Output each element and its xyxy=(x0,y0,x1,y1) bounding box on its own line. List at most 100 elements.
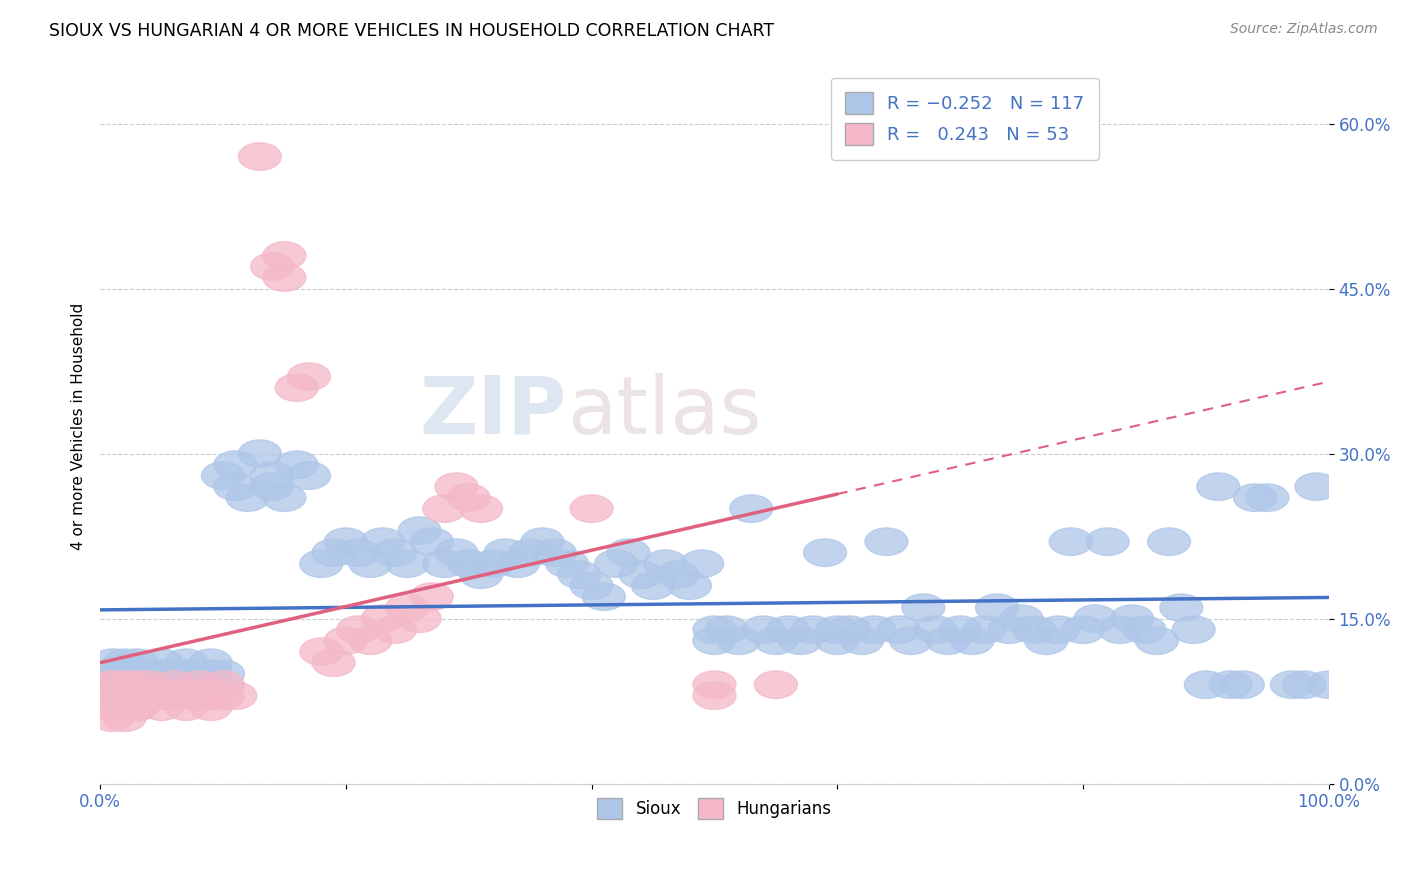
Ellipse shape xyxy=(815,627,859,655)
Ellipse shape xyxy=(755,671,797,698)
Ellipse shape xyxy=(522,528,564,556)
Ellipse shape xyxy=(115,693,159,721)
Ellipse shape xyxy=(177,671,219,698)
Ellipse shape xyxy=(595,549,638,577)
Ellipse shape xyxy=(91,649,134,676)
Ellipse shape xyxy=(1246,483,1289,511)
Ellipse shape xyxy=(336,616,380,643)
Ellipse shape xyxy=(976,594,1018,622)
Ellipse shape xyxy=(901,594,945,622)
Ellipse shape xyxy=(1098,616,1142,643)
Ellipse shape xyxy=(717,627,761,655)
Ellipse shape xyxy=(103,682,146,709)
Ellipse shape xyxy=(201,660,245,688)
Ellipse shape xyxy=(103,693,146,721)
Ellipse shape xyxy=(214,450,257,478)
Ellipse shape xyxy=(103,693,146,721)
Ellipse shape xyxy=(177,671,219,698)
Ellipse shape xyxy=(91,671,134,698)
Ellipse shape xyxy=(325,528,367,556)
Ellipse shape xyxy=(91,671,134,698)
Ellipse shape xyxy=(214,473,257,500)
Ellipse shape xyxy=(706,616,748,643)
Ellipse shape xyxy=(349,627,392,655)
Ellipse shape xyxy=(103,682,146,709)
Ellipse shape xyxy=(190,693,232,721)
Ellipse shape xyxy=(815,616,859,643)
Ellipse shape xyxy=(128,660,170,688)
Ellipse shape xyxy=(1209,671,1251,698)
Ellipse shape xyxy=(91,682,134,709)
Ellipse shape xyxy=(141,682,183,709)
Ellipse shape xyxy=(115,693,159,721)
Ellipse shape xyxy=(509,539,551,566)
Ellipse shape xyxy=(1062,616,1105,643)
Ellipse shape xyxy=(336,539,380,566)
Ellipse shape xyxy=(299,638,343,665)
Ellipse shape xyxy=(558,561,600,589)
Ellipse shape xyxy=(91,693,134,721)
Ellipse shape xyxy=(693,627,735,655)
Ellipse shape xyxy=(263,264,307,292)
Ellipse shape xyxy=(103,660,146,688)
Ellipse shape xyxy=(152,660,195,688)
Ellipse shape xyxy=(730,495,773,523)
Ellipse shape xyxy=(287,363,330,391)
Ellipse shape xyxy=(411,528,453,556)
Ellipse shape xyxy=(152,671,195,698)
Ellipse shape xyxy=(950,627,994,655)
Ellipse shape xyxy=(546,549,589,577)
Ellipse shape xyxy=(1038,616,1080,643)
Ellipse shape xyxy=(276,374,318,401)
Legend: Sioux, Hungarians: Sioux, Hungarians xyxy=(591,792,838,825)
Ellipse shape xyxy=(287,462,330,490)
Ellipse shape xyxy=(152,671,195,698)
Ellipse shape xyxy=(865,528,908,556)
Ellipse shape xyxy=(250,252,294,280)
Ellipse shape xyxy=(1147,528,1191,556)
Ellipse shape xyxy=(434,539,478,566)
Ellipse shape xyxy=(1123,616,1166,643)
Ellipse shape xyxy=(91,704,134,731)
Ellipse shape xyxy=(263,483,307,511)
Ellipse shape xyxy=(1295,473,1339,500)
Ellipse shape xyxy=(91,671,134,698)
Ellipse shape xyxy=(115,693,159,721)
Ellipse shape xyxy=(569,572,613,599)
Ellipse shape xyxy=(103,671,146,698)
Ellipse shape xyxy=(1049,528,1092,556)
Ellipse shape xyxy=(349,549,392,577)
Ellipse shape xyxy=(533,539,576,566)
Ellipse shape xyxy=(190,649,232,676)
Ellipse shape xyxy=(460,561,502,589)
Y-axis label: 4 or more Vehicles in Household: 4 or more Vehicles in Household xyxy=(72,302,86,549)
Ellipse shape xyxy=(115,671,159,698)
Ellipse shape xyxy=(128,671,170,698)
Ellipse shape xyxy=(693,682,735,709)
Ellipse shape xyxy=(1271,671,1313,698)
Ellipse shape xyxy=(1184,671,1227,698)
Ellipse shape xyxy=(250,462,294,490)
Ellipse shape xyxy=(693,671,735,698)
Ellipse shape xyxy=(766,616,810,643)
Ellipse shape xyxy=(250,473,294,500)
Ellipse shape xyxy=(115,682,159,709)
Ellipse shape xyxy=(165,649,208,676)
Ellipse shape xyxy=(177,660,219,688)
Ellipse shape xyxy=(423,495,465,523)
Ellipse shape xyxy=(239,440,281,467)
Ellipse shape xyxy=(496,549,540,577)
Ellipse shape xyxy=(201,462,245,490)
Ellipse shape xyxy=(1233,483,1277,511)
Ellipse shape xyxy=(1085,528,1129,556)
Ellipse shape xyxy=(103,649,146,676)
Ellipse shape xyxy=(569,495,613,523)
Ellipse shape xyxy=(582,583,626,610)
Ellipse shape xyxy=(263,242,307,269)
Ellipse shape xyxy=(447,483,491,511)
Ellipse shape xyxy=(1308,671,1350,698)
Ellipse shape xyxy=(841,627,883,655)
Ellipse shape xyxy=(299,549,343,577)
Ellipse shape xyxy=(963,616,1007,643)
Ellipse shape xyxy=(398,516,441,544)
